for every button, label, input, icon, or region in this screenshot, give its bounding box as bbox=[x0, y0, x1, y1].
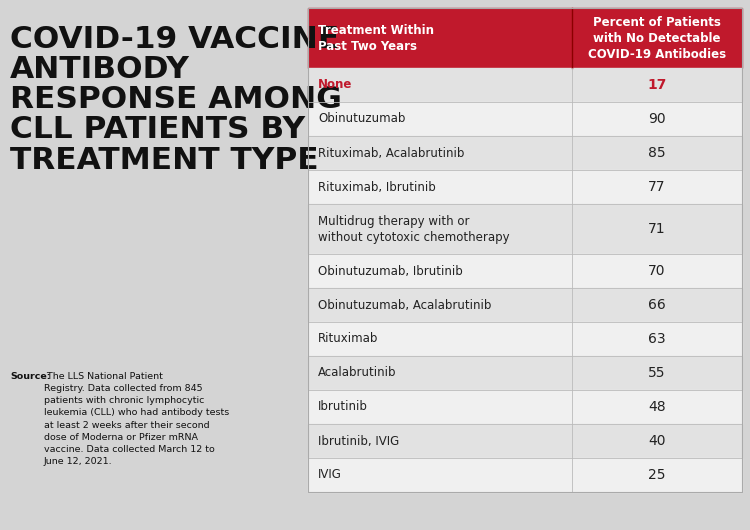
Bar bbox=[308, 8, 742, 492]
Bar bbox=[308, 458, 742, 492]
Text: Treatment Within
Past Two Years: Treatment Within Past Two Years bbox=[318, 23, 434, 52]
Text: COVID-19 VACCINE
ANTIBODY
RESPONSE AMONG
CLL PATIENTS BY
TREATMENT TYPE: COVID-19 VACCINE ANTIBODY RESPONSE AMONG… bbox=[10, 25, 342, 174]
Text: Rituximab, Ibrutinib: Rituximab, Ibrutinib bbox=[318, 181, 436, 193]
Text: Multidrug therapy with or
without cytotoxic chemotherapy: Multidrug therapy with or without cytoto… bbox=[318, 215, 510, 243]
Text: 66: 66 bbox=[648, 298, 666, 312]
Text: Ibrutinib, IVIG: Ibrutinib, IVIG bbox=[318, 435, 399, 447]
Text: 48: 48 bbox=[648, 400, 666, 414]
Text: Acalabrutinib: Acalabrutinib bbox=[318, 367, 397, 379]
Bar bbox=[308, 170, 742, 204]
Text: The LLS National Patient
Registry. Data collected from 845
patients with chronic: The LLS National Patient Registry. Data … bbox=[44, 372, 230, 466]
Bar bbox=[308, 356, 742, 390]
Bar bbox=[308, 8, 742, 68]
Bar bbox=[308, 390, 742, 424]
Text: 70: 70 bbox=[648, 264, 666, 278]
Text: None: None bbox=[318, 78, 352, 92]
Bar bbox=[308, 254, 742, 288]
Bar bbox=[308, 424, 742, 458]
Bar bbox=[308, 322, 742, 356]
Text: 85: 85 bbox=[648, 146, 666, 160]
Text: 63: 63 bbox=[648, 332, 666, 346]
Bar bbox=[308, 68, 742, 102]
Text: 40: 40 bbox=[648, 434, 666, 448]
Text: 17: 17 bbox=[647, 78, 667, 92]
Text: Obinutuzumab: Obinutuzumab bbox=[318, 112, 405, 126]
Text: Rituximab, Acalabrutinib: Rituximab, Acalabrutinib bbox=[318, 146, 464, 160]
Text: 90: 90 bbox=[648, 112, 666, 126]
Text: Obinutuzumab, Ibrutinib: Obinutuzumab, Ibrutinib bbox=[318, 264, 463, 278]
Bar bbox=[308, 288, 742, 322]
Bar bbox=[308, 136, 742, 170]
Bar bbox=[308, 204, 742, 254]
Text: Percent of Patients
with No Detectable
COVID-19 Antibodies: Percent of Patients with No Detectable C… bbox=[588, 15, 726, 60]
Text: 77: 77 bbox=[648, 180, 666, 194]
Bar bbox=[308, 102, 742, 136]
Text: Obinutuzumab, Acalabrutinib: Obinutuzumab, Acalabrutinib bbox=[318, 298, 491, 312]
Text: Ibrutinib: Ibrutinib bbox=[318, 401, 368, 413]
Text: 55: 55 bbox=[648, 366, 666, 380]
Text: IVIG: IVIG bbox=[318, 469, 342, 481]
Text: Source:: Source: bbox=[10, 372, 50, 381]
Text: 71: 71 bbox=[648, 222, 666, 236]
Text: 25: 25 bbox=[648, 468, 666, 482]
Text: Rituximab: Rituximab bbox=[318, 332, 378, 346]
